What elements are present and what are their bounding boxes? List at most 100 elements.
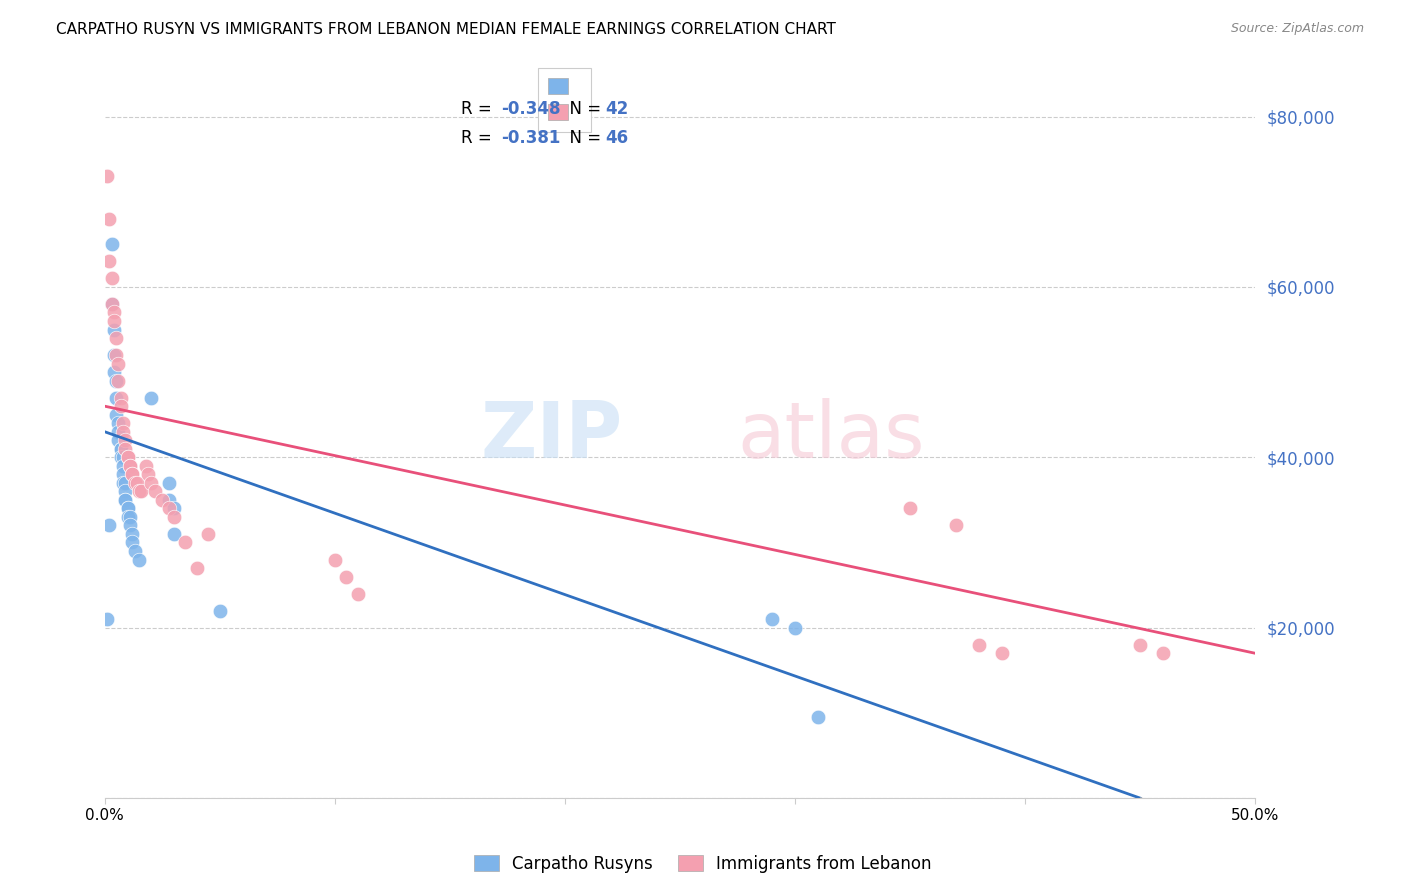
Point bbox=[96, 169, 118, 183]
Point bbox=[100, 297, 122, 311]
Point bbox=[118, 510, 141, 524]
Point bbox=[143, 484, 166, 499]
Point bbox=[991, 646, 1014, 660]
Point bbox=[121, 467, 143, 482]
Point bbox=[163, 510, 186, 524]
Text: R =: R = bbox=[461, 100, 498, 118]
Point bbox=[128, 552, 150, 566]
Point bbox=[110, 442, 132, 456]
Point bbox=[121, 535, 143, 549]
Point bbox=[139, 391, 162, 405]
Point bbox=[117, 450, 139, 465]
Text: Source: ZipAtlas.com: Source: ZipAtlas.com bbox=[1230, 22, 1364, 36]
Text: CARPATHO RUSYN VS IMMIGRANTS FROM LEBANON MEDIAN FEMALE EARNINGS CORRELATION CHA: CARPATHO RUSYN VS IMMIGRANTS FROM LEBANO… bbox=[56, 22, 837, 37]
Point bbox=[118, 458, 141, 473]
Point bbox=[117, 501, 139, 516]
Point bbox=[131, 484, 153, 499]
Point bbox=[118, 458, 141, 473]
Text: atlas: atlas bbox=[737, 398, 925, 474]
Point bbox=[125, 475, 148, 490]
Text: -0.348: -0.348 bbox=[502, 100, 561, 118]
Point bbox=[105, 391, 128, 405]
Point bbox=[100, 271, 122, 285]
Text: R =: R = bbox=[461, 128, 498, 146]
Point bbox=[100, 297, 122, 311]
Point bbox=[112, 467, 135, 482]
Point bbox=[110, 442, 132, 456]
Point bbox=[346, 586, 368, 600]
Point bbox=[208, 604, 231, 618]
Point bbox=[1152, 646, 1174, 660]
Legend: , : , bbox=[538, 68, 592, 132]
Text: 42: 42 bbox=[605, 100, 628, 118]
Point bbox=[118, 518, 141, 533]
Point bbox=[323, 552, 346, 566]
Point bbox=[128, 484, 150, 499]
Point bbox=[139, 475, 162, 490]
Point bbox=[117, 501, 139, 516]
Point bbox=[107, 374, 129, 388]
Point bbox=[112, 416, 135, 430]
Point bbox=[197, 527, 219, 541]
Point bbox=[114, 484, 136, 499]
Point bbox=[945, 518, 967, 533]
Point bbox=[96, 612, 118, 626]
Point bbox=[110, 399, 132, 413]
Point bbox=[163, 501, 186, 516]
Point bbox=[124, 475, 146, 490]
Point bbox=[105, 374, 128, 388]
Text: N =: N = bbox=[560, 100, 606, 118]
Text: 46: 46 bbox=[605, 128, 628, 146]
Point bbox=[163, 527, 186, 541]
Point bbox=[117, 450, 139, 465]
Point bbox=[157, 475, 180, 490]
Point bbox=[103, 305, 125, 319]
Point bbox=[967, 638, 990, 652]
Point bbox=[157, 501, 180, 516]
Point bbox=[98, 518, 121, 533]
Point bbox=[174, 535, 197, 549]
Point bbox=[103, 322, 125, 336]
Point bbox=[112, 450, 135, 465]
Point bbox=[135, 458, 157, 473]
Point bbox=[114, 442, 136, 456]
Point bbox=[100, 237, 122, 252]
Point bbox=[103, 348, 125, 362]
Point bbox=[103, 365, 125, 379]
Point bbox=[157, 492, 180, 507]
Point bbox=[898, 501, 921, 516]
Point bbox=[105, 408, 128, 422]
Point bbox=[107, 357, 129, 371]
Point bbox=[114, 492, 136, 507]
Point bbox=[110, 391, 132, 405]
Point bbox=[112, 475, 135, 490]
Point bbox=[98, 211, 121, 226]
Point bbox=[138, 467, 160, 482]
Point bbox=[107, 425, 129, 439]
Point bbox=[114, 434, 136, 448]
Point bbox=[114, 492, 136, 507]
Point bbox=[112, 425, 135, 439]
Point bbox=[807, 710, 830, 724]
Text: -0.381: -0.381 bbox=[502, 128, 561, 146]
Point bbox=[117, 510, 139, 524]
Point bbox=[107, 416, 129, 430]
Point bbox=[98, 254, 121, 268]
Legend: Carpatho Rusyns, Immigrants from Lebanon: Carpatho Rusyns, Immigrants from Lebanon bbox=[467, 848, 939, 880]
Point bbox=[105, 331, 128, 345]
Point bbox=[335, 569, 357, 583]
Point bbox=[121, 527, 143, 541]
Point bbox=[103, 314, 125, 328]
Point bbox=[150, 492, 173, 507]
Point bbox=[114, 475, 136, 490]
Point bbox=[761, 612, 783, 626]
Point bbox=[110, 450, 132, 465]
Point bbox=[186, 561, 208, 575]
Point bbox=[124, 544, 146, 558]
Point bbox=[107, 434, 129, 448]
Text: ZIP: ZIP bbox=[479, 398, 623, 474]
Point bbox=[783, 621, 806, 635]
Point bbox=[112, 458, 135, 473]
Point bbox=[121, 467, 143, 482]
Point bbox=[1129, 638, 1152, 652]
